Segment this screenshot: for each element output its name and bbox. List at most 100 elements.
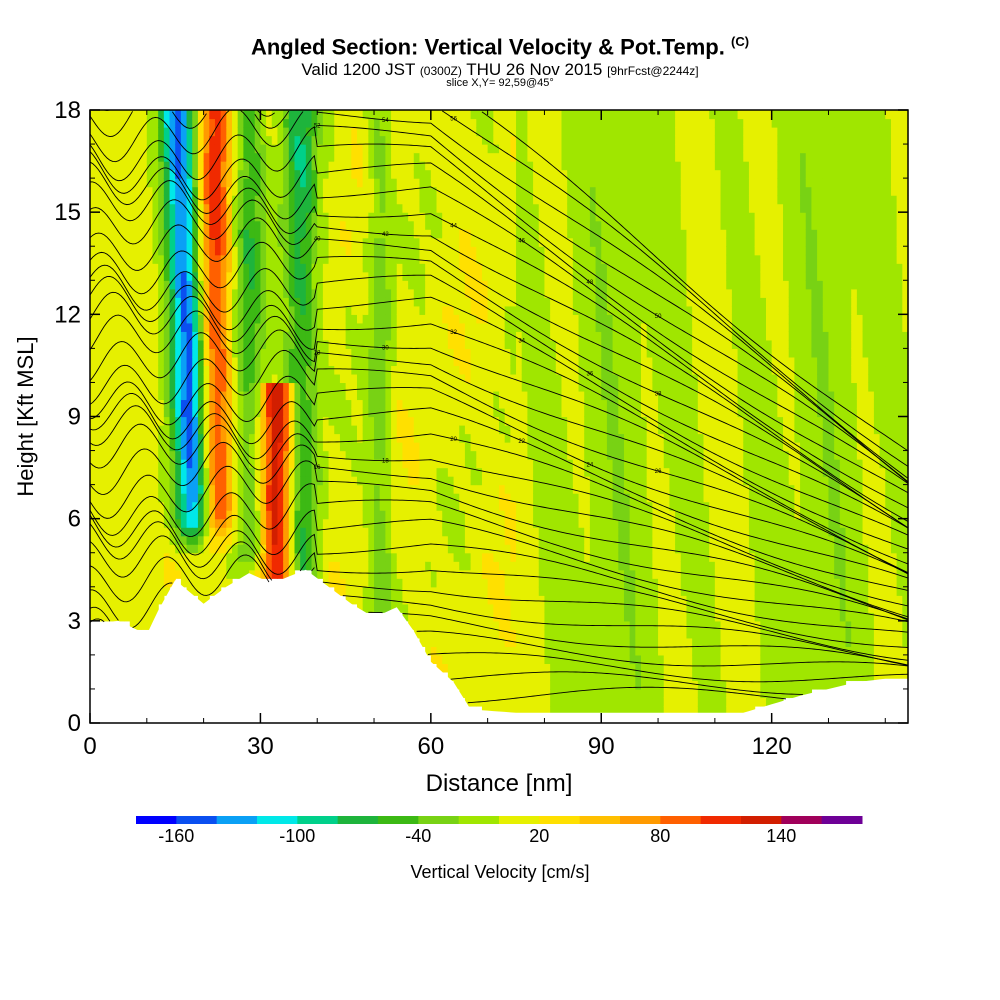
velocity-cell — [493, 518, 500, 528]
velocity-cell — [124, 467, 131, 477]
velocity-cell — [538, 382, 546, 392]
velocity-cell — [533, 161, 540, 171]
velocity-cell — [499, 229, 506, 239]
velocity-cell — [419, 637, 426, 647]
velocity-cell — [362, 544, 369, 554]
velocity-cell — [356, 578, 364, 588]
velocity-cell — [481, 637, 489, 647]
velocity-cell — [300, 399, 307, 409]
velocity-cell — [516, 382, 523, 392]
velocity-cell — [101, 254, 108, 264]
velocity-cell — [436, 586, 443, 596]
velocity-cell — [436, 195, 443, 205]
velocity-cell — [544, 535, 551, 545]
velocity-cell — [118, 152, 125, 162]
velocity-cell — [271, 203, 279, 213]
velocity-cell — [516, 365, 523, 375]
velocity-cell — [459, 663, 466, 673]
velocity-cell — [129, 620, 137, 630]
velocity-cell — [118, 110, 125, 120]
velocity-cell — [175, 433, 182, 443]
velocity-cell — [311, 493, 318, 503]
velocity-cell — [538, 561, 546, 571]
velocity-cell — [152, 135, 159, 145]
velocity-cell — [95, 161, 102, 171]
velocity-cell — [442, 510, 449, 520]
velocity-cell — [402, 425, 409, 435]
velocity-cell — [118, 569, 125, 579]
velocity-cell — [550, 220, 557, 230]
velocity-cell — [243, 118, 250, 128]
velocity-cell — [510, 603, 517, 613]
velocity-cell — [476, 595, 483, 605]
velocity-cell — [499, 305, 506, 315]
velocity-cell — [220, 203, 227, 213]
velocity-cell — [288, 127, 296, 137]
velocity-cell — [374, 237, 381, 247]
velocity-cell — [425, 450, 432, 460]
velocity-cell — [351, 569, 358, 579]
velocity-cell — [504, 646, 511, 656]
velocity-cell — [192, 280, 199, 290]
velocity-cell — [90, 178, 97, 188]
velocity-cell — [339, 365, 347, 375]
velocity-cell — [351, 169, 358, 179]
velocity-cell — [305, 416, 313, 426]
velocity-cell — [408, 450, 415, 460]
velocity-cell — [107, 263, 114, 273]
velocity-cell — [197, 237, 205, 247]
velocity-cell — [419, 339, 426, 349]
velocity-cell — [533, 144, 540, 154]
velocity-cell — [402, 578, 409, 588]
velocity-cell — [527, 339, 534, 349]
velocity-cell — [317, 356, 324, 367]
velocity-cell — [232, 144, 239, 154]
velocity-cell — [237, 552, 244, 562]
velocity-cell — [379, 416, 386, 426]
velocity-cell — [442, 442, 449, 452]
velocity-cell — [459, 254, 466, 264]
velocity-cell — [266, 425, 273, 435]
velocity-cell — [90, 246, 97, 256]
velocity-cell — [339, 246, 347, 256]
velocity-cell — [538, 603, 546, 613]
velocity-cell — [305, 518, 313, 528]
velocity-cell — [197, 322, 205, 332]
velocity-cell — [243, 339, 250, 349]
velocity-cell — [362, 416, 369, 426]
velocity-cell — [425, 518, 432, 528]
velocity-cell — [430, 195, 438, 205]
velocity-cell — [226, 348, 233, 358]
velocity-cell — [129, 390, 137, 401]
velocity-cell — [90, 280, 97, 290]
velocity-cell — [368, 254, 375, 264]
velocity-cell — [499, 476, 506, 486]
velocity-cell — [516, 425, 523, 435]
velocity-cell — [163, 297, 171, 307]
velocity-cell — [266, 169, 273, 179]
velocity-cell — [527, 169, 534, 179]
velocity-cell — [527, 569, 534, 579]
velocity-cell — [510, 612, 517, 622]
velocity-cell — [453, 467, 460, 477]
velocity-cell — [237, 263, 244, 273]
velocity-cell — [186, 203, 193, 213]
velocity-cell — [379, 433, 386, 443]
velocity-cell — [379, 288, 386, 298]
velocity-cell — [180, 110, 188, 120]
velocity-cell — [470, 493, 477, 503]
velocity-cell — [152, 127, 159, 137]
velocity-cell — [305, 152, 313, 162]
velocity-cell — [283, 390, 290, 401]
velocity-cell — [550, 203, 557, 213]
velocity-cell — [214, 203, 222, 213]
velocity-cell — [419, 561, 426, 571]
velocity-cell — [419, 263, 426, 273]
velocity-cell — [425, 220, 432, 230]
velocity-cell — [197, 186, 205, 196]
velocity-cell — [175, 254, 182, 264]
velocity-cell — [214, 356, 222, 367]
velocity-cell — [107, 246, 114, 256]
velocity-cell — [544, 280, 551, 290]
velocity-cell — [339, 399, 347, 409]
